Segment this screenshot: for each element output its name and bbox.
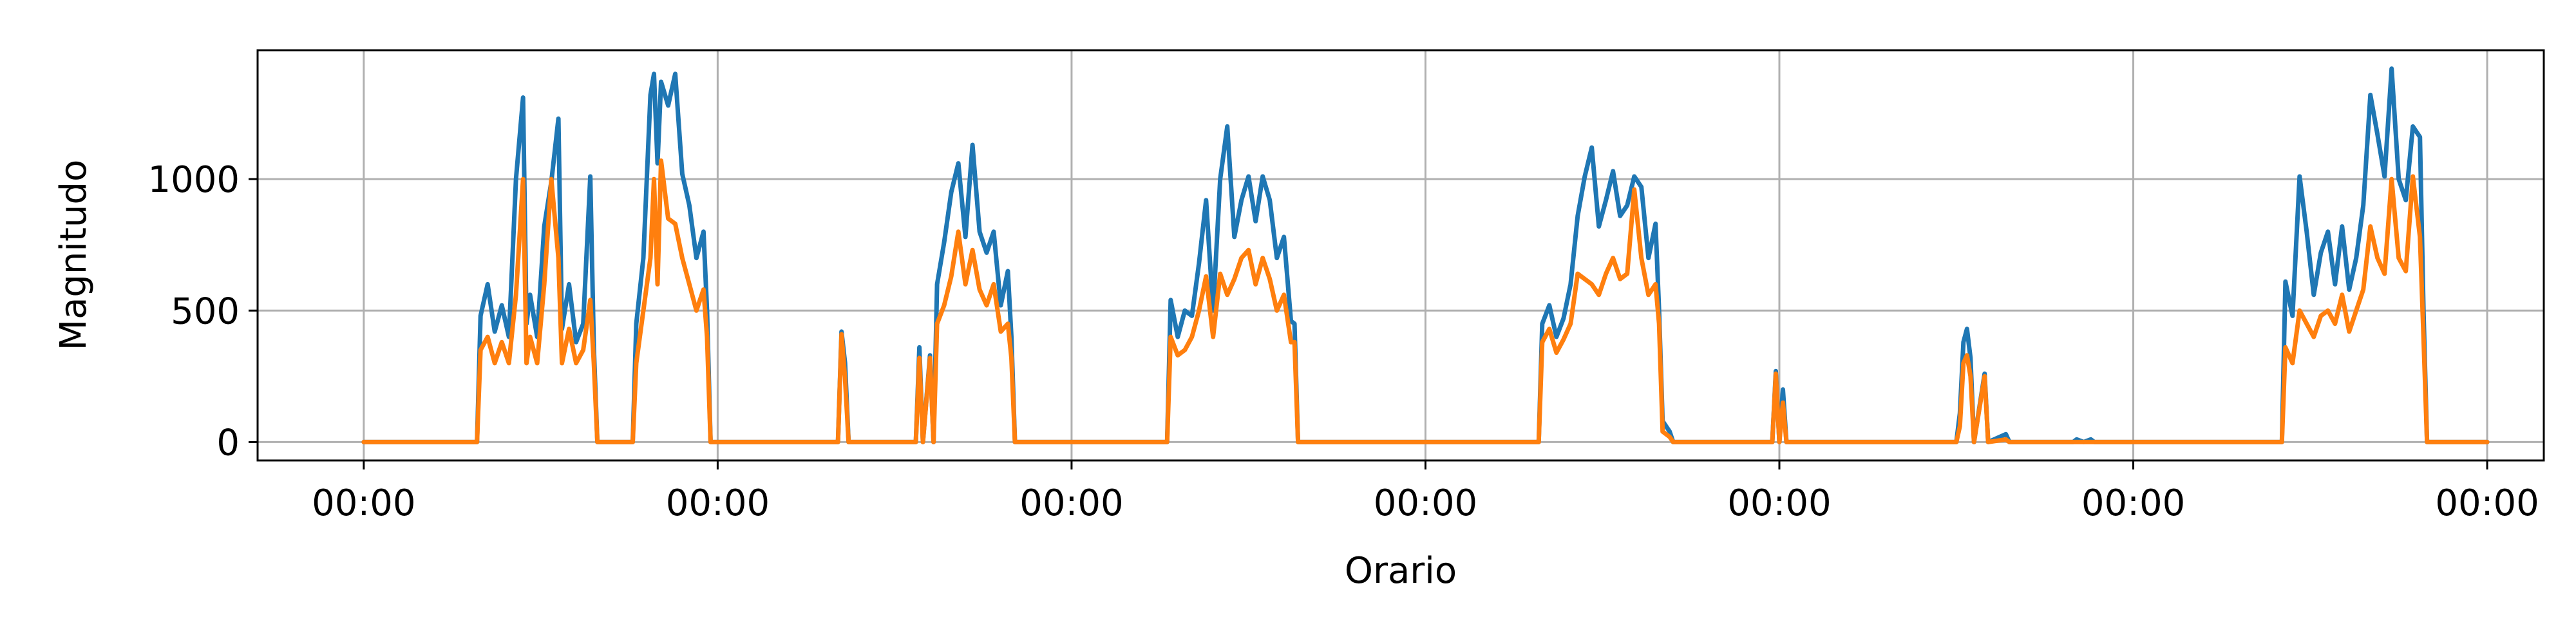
x-tick-label: 00:00 — [666, 482, 770, 524]
grid — [258, 50, 2544, 460]
y-axis: 0 500 1000 — [147, 159, 258, 464]
plot-frame — [256, 49, 2545, 462]
x-axis: 00:00 00:00 00:00 00:00 00:00 00:00 00:00 — [312, 460, 2539, 524]
x-axis-label: Orario — [1345, 550, 1457, 592]
y-tick-label: 1000 — [147, 159, 240, 201]
x-tick-label: 00:00 — [312, 482, 415, 524]
series-layer — [361, 66, 2490, 444]
x-tick-label: 00:00 — [2435, 482, 2539, 524]
y-tick-label: 500 — [171, 290, 240, 332]
x-tick-label: 00:00 — [1374, 482, 1477, 524]
x-tick-label: 00:00 — [1019, 482, 1123, 524]
x-tick-label: 00:00 — [1727, 482, 1831, 524]
y-tick-label: 0 — [216, 422, 240, 464]
x-tick-label: 00:00 — [2081, 482, 2185, 524]
series-line-2 — [361, 158, 2490, 444]
y-axis-label: Magnitudo — [53, 160, 95, 351]
